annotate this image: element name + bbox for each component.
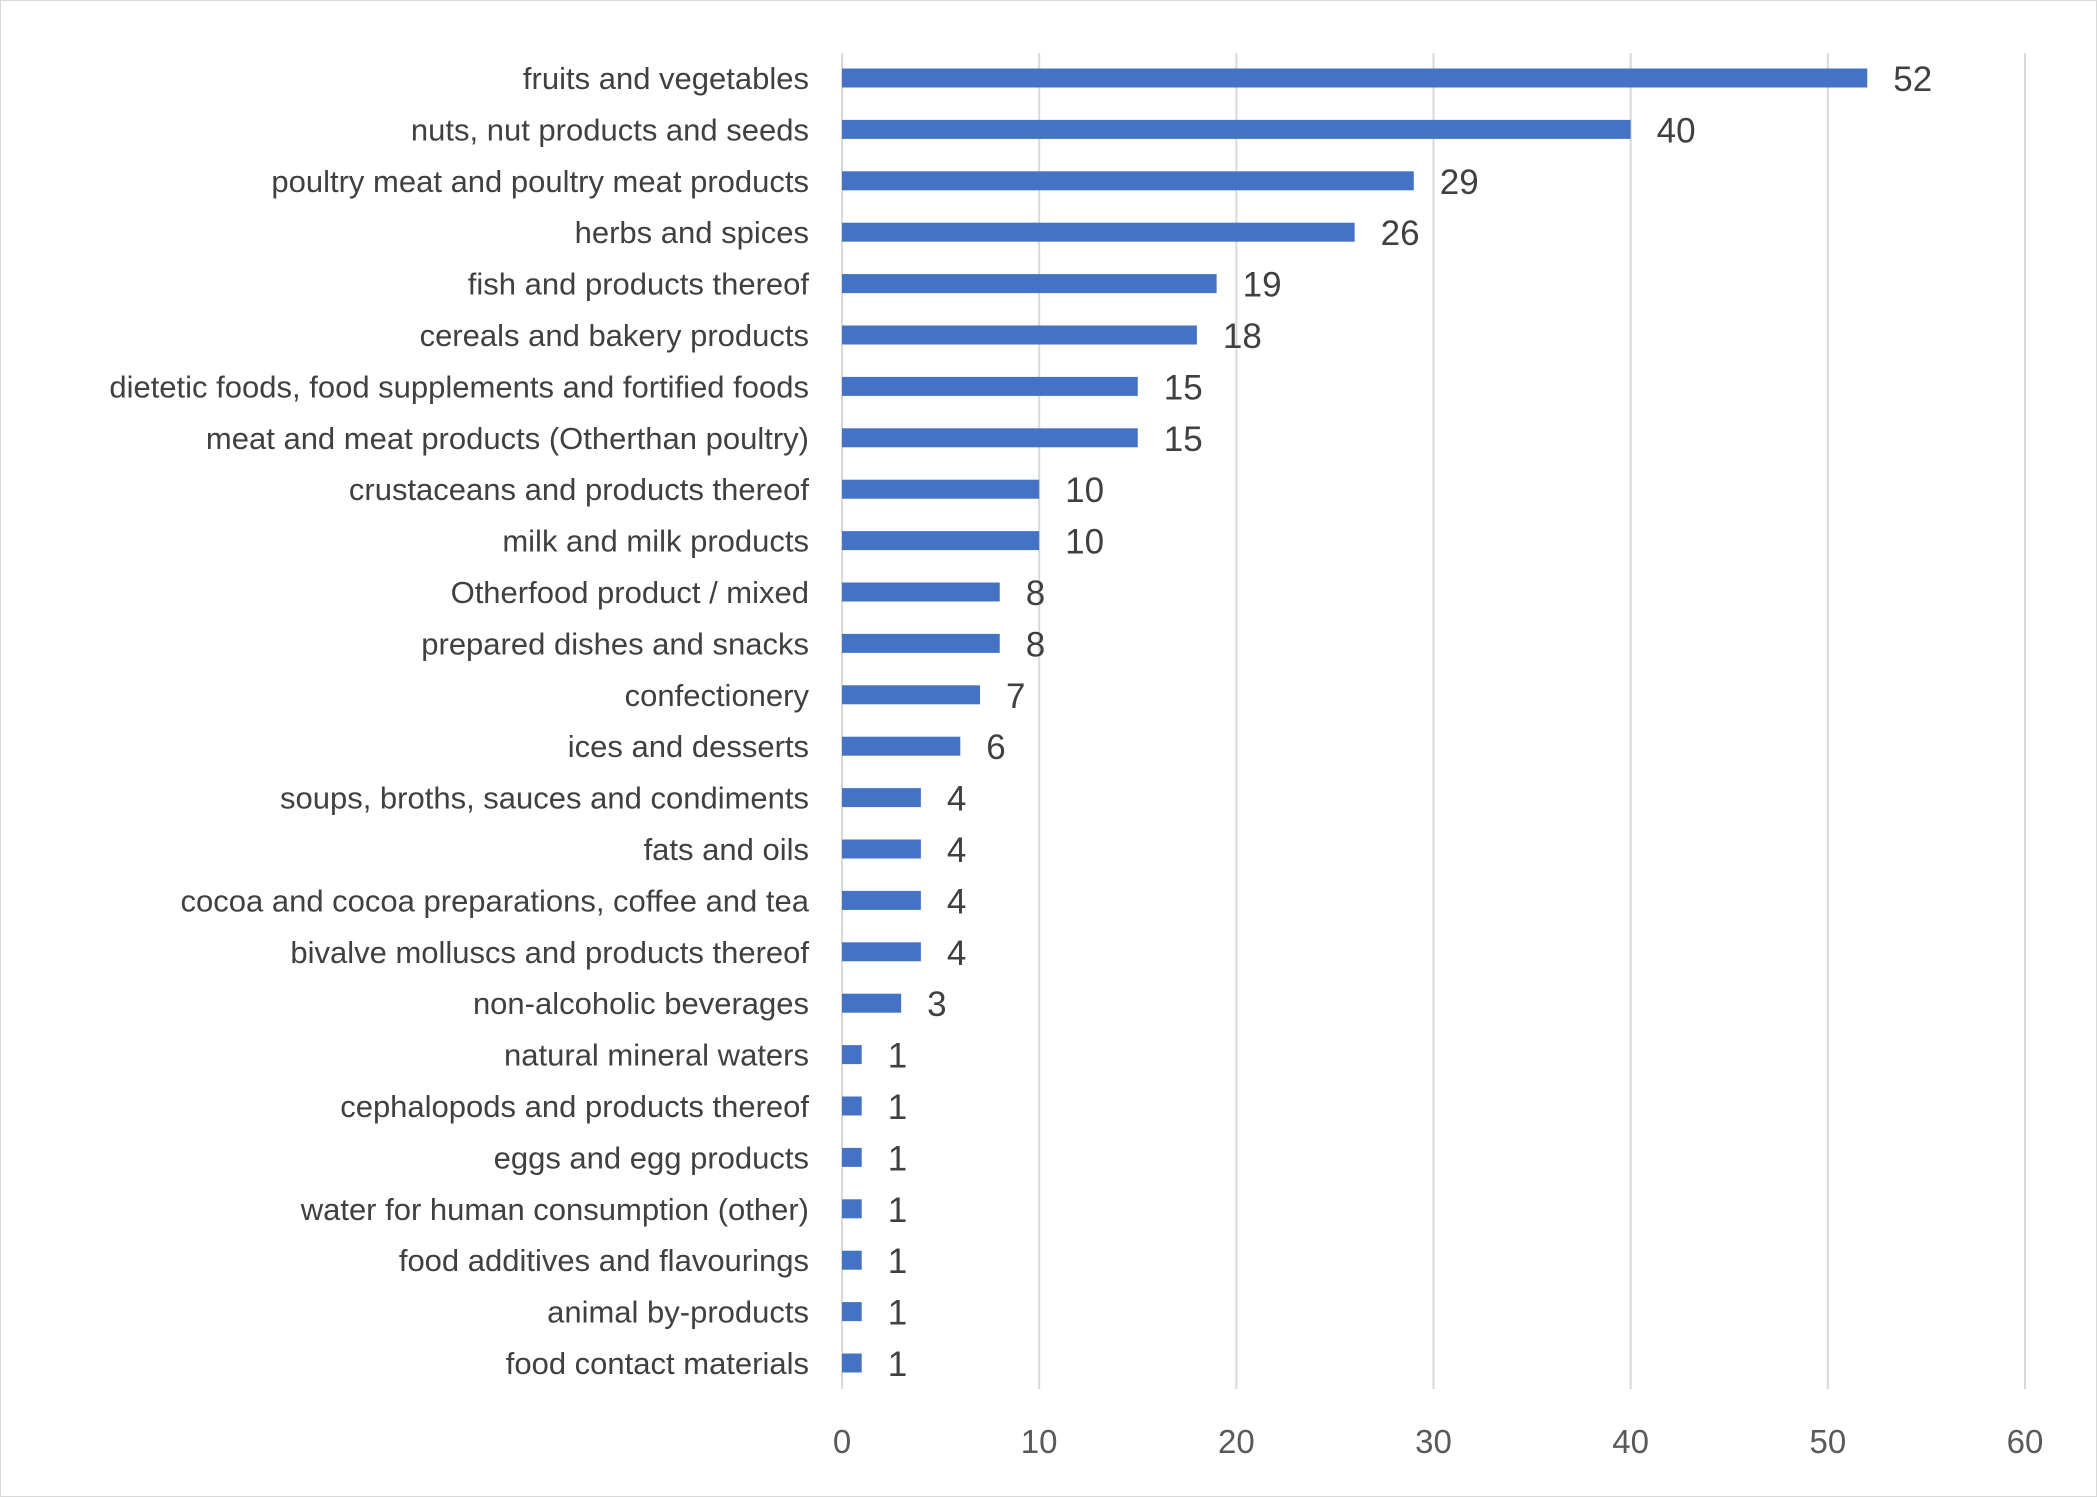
category-label: nuts, nut products and seeds	[411, 112, 809, 147]
bar	[842, 428, 1138, 448]
data-label: 10	[1065, 471, 1104, 510]
bar	[842, 1250, 862, 1270]
data-label: 4	[947, 831, 966, 870]
data-label: 52	[1893, 60, 1932, 99]
data-label: 8	[1026, 625, 1045, 664]
bar	[842, 942, 921, 962]
bar	[842, 68, 1868, 88]
category-label: natural mineral waters	[504, 1038, 809, 1073]
category-label: cephalopods and products thereof	[340, 1089, 809, 1124]
bar	[842, 685, 981, 705]
data-label: 29	[1440, 163, 1479, 202]
data-label: 1	[888, 1294, 907, 1333]
x-tick-label: 20	[1218, 1423, 1255, 1460]
data-label: 6	[986, 728, 1005, 767]
bar	[842, 788, 921, 808]
data-label: 7	[1006, 677, 1025, 716]
data-label: 15	[1164, 368, 1203, 407]
data-label: 40	[1657, 111, 1696, 150]
category-label: milk and milk products	[502, 524, 809, 559]
bar	[842, 479, 1040, 499]
bar	[842, 531, 1040, 551]
data-label: 19	[1243, 266, 1282, 305]
bar	[842, 1353, 862, 1373]
bar	[842, 1045, 862, 1065]
bars	[842, 68, 1868, 1373]
data-label: 3	[927, 985, 946, 1024]
data-label: 4	[947, 882, 966, 921]
category-label: herbs and spices	[575, 215, 809, 250]
data-label: 8	[1026, 574, 1045, 613]
category-label: confectionery	[625, 678, 810, 713]
category-label: cocoa and cocoa preparations, coffee and…	[181, 883, 810, 918]
category-label: eggs and egg products	[494, 1140, 809, 1175]
data-label: 4	[947, 934, 966, 973]
data-label: 18	[1223, 317, 1262, 356]
category-label: dietetic foods, food supplements and for…	[109, 369, 809, 404]
x-tick-label: 50	[1809, 1423, 1846, 1460]
category-label: fish and products thereof	[468, 267, 810, 302]
data-label: 1	[888, 1345, 907, 1384]
category-label: meat and meat products (Otherthan poultr…	[206, 421, 809, 456]
bar	[842, 222, 1355, 242]
bar	[842, 1096, 862, 1116]
data-label: 1	[888, 1191, 907, 1230]
category-label: crustaceans and products thereof	[349, 472, 809, 507]
bar	[842, 171, 1414, 191]
category-label: fats and oils	[644, 832, 809, 867]
data-label: 1	[888, 1139, 907, 1178]
bar	[842, 890, 921, 910]
data-label: 26	[1381, 214, 1420, 253]
bar	[842, 633, 1000, 653]
category-label: animal by-products	[547, 1295, 809, 1330]
bar	[842, 839, 921, 859]
x-tick-label: 30	[1415, 1423, 1452, 1460]
category-label: food contact materials	[506, 1346, 809, 1381]
bar	[842, 119, 1631, 139]
data-label: 10	[1065, 523, 1104, 562]
category-label: prepared dishes and snacks	[421, 626, 809, 661]
bar	[842, 1199, 862, 1219]
category-label: non-alcoholic beverages	[473, 986, 809, 1021]
data-label: 1	[888, 1242, 907, 1281]
data-label: 4	[947, 780, 966, 819]
bar	[842, 1147, 862, 1167]
category-label: soups, broths, sauces and condiments	[280, 781, 809, 816]
bar	[842, 993, 902, 1013]
x-tick-label: 10	[1021, 1423, 1058, 1460]
category-label: Otherfood product / mixed	[451, 575, 809, 610]
bar	[842, 582, 1000, 602]
category-label: ices and desserts	[568, 729, 809, 764]
bar	[842, 736, 961, 756]
data-label: 15	[1164, 420, 1203, 459]
category-label: poultry meat and poultry meat products	[271, 164, 809, 199]
bar	[842, 376, 1138, 396]
category-label: cereals and bakery products	[420, 318, 809, 353]
category-label: food additives and flavourings	[399, 1243, 809, 1278]
category-label: bivalve molluscs and products thereof	[290, 935, 809, 970]
category-label: fruits and vegetables	[523, 61, 809, 96]
x-tick-label: 40	[1612, 1423, 1649, 1460]
x-tick-label: 60	[2007, 1423, 2044, 1460]
x-axis-tick-labels: 0 10 20 30 40 50 60	[833, 1423, 2044, 1460]
category-labels: fruits and vegetables nuts, nut products …	[109, 61, 809, 1381]
bar	[842, 1302, 862, 1322]
bar	[842, 274, 1217, 294]
x-tick-label: 0	[833, 1423, 851, 1460]
category-label: water for human consumption (other)	[300, 1192, 809, 1227]
bar	[842, 325, 1197, 345]
data-label: 1	[888, 1037, 907, 1076]
data-label: 1	[888, 1088, 907, 1127]
gridlines	[841, 53, 2026, 1389]
